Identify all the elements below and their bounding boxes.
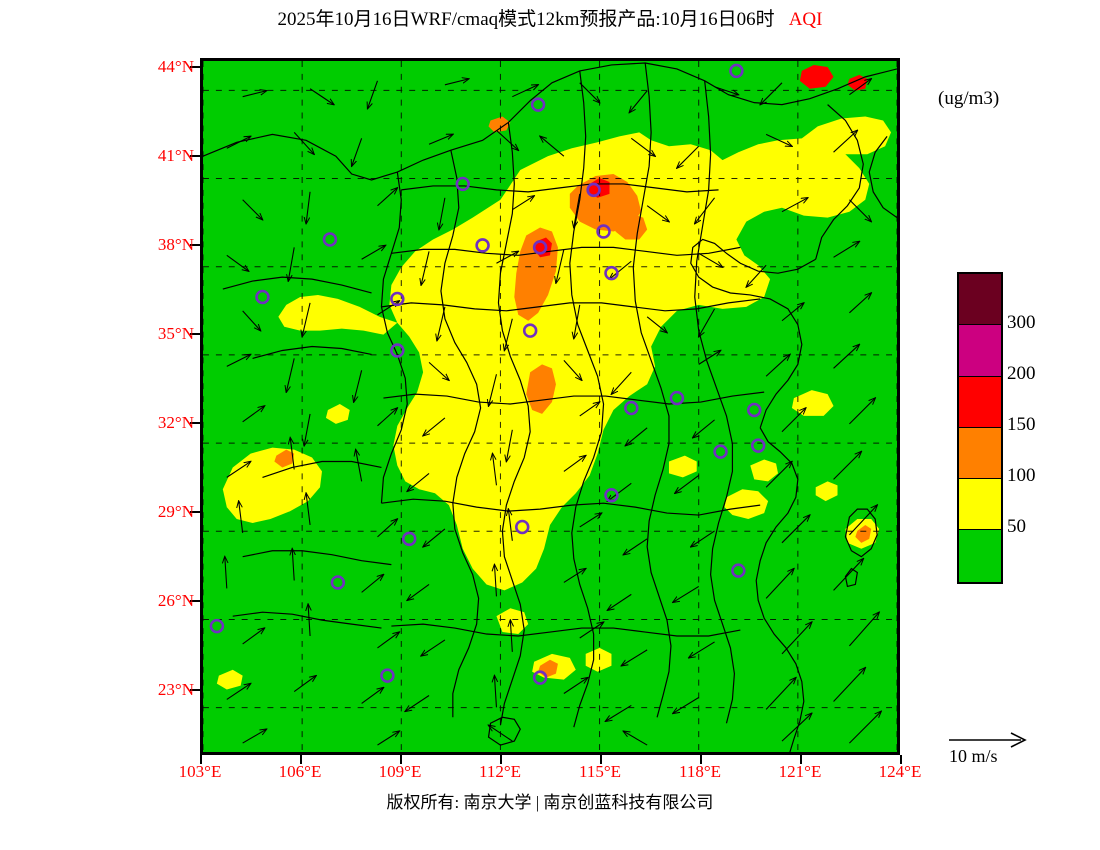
red-region-northeast-2: [847, 74, 868, 91]
city-marker: [515, 519, 530, 535]
yellow-region-liaoning: [801, 116, 892, 155]
y-tick: [190, 511, 200, 513]
city-marker: [401, 531, 417, 547]
x-axis-label-103e: 103°E: [178, 762, 222, 781]
colorbar-band-hazardous: [959, 274, 1001, 326]
colorbar-tick-300: 300: [1007, 312, 1036, 333]
city-marker: [604, 265, 619, 281]
copyright-footer: 版权所有: 南京大学 | 南京创蓝科技有限公司: [386, 793, 714, 812]
x-tick: [800, 755, 802, 764]
x-tick: [900, 755, 902, 764]
city-marker: [596, 224, 611, 239]
y-tick: [190, 155, 200, 157]
x-tick: [600, 755, 602, 764]
y-axis-label-38n: 38°N: [157, 235, 194, 254]
y-tick: [190, 333, 200, 335]
y-axis-label-32n: 32°N: [157, 413, 194, 432]
yellow-region-hubei: [668, 455, 697, 478]
city-marker: [530, 97, 546, 112]
x-tick: [500, 755, 502, 764]
city-marker: [390, 291, 405, 307]
map-plot-area: [200, 58, 900, 755]
city-marker: [624, 400, 639, 416]
y-tick: [190, 689, 200, 691]
city-marker: [604, 487, 619, 503]
orange-region-sichuan: [274, 449, 295, 468]
y-axis-label-29n: 29°N: [157, 502, 194, 521]
city-marker: [746, 402, 762, 418]
colorbar-tick-50: 50: [1007, 516, 1026, 537]
city-marker: [522, 323, 538, 338]
y-axis-label-41n: 41°N: [157, 146, 194, 165]
wind-vector-field: [225, 79, 881, 746]
colorbar-tick-150: 150: [1007, 414, 1036, 435]
city-marker: [586, 182, 601, 198]
x-axis-label-109e: 109°E: [378, 762, 422, 781]
chart-title: 2025年10月16日WRF/cmaq模式12km预报产品:10月16日06时 A…: [0, 4, 1100, 31]
colorbar-band-unhealthy-sensitive: [959, 427, 1001, 480]
yellow-region-anhui: [750, 459, 779, 482]
city-marker: [390, 343, 405, 358]
colorbar-tick-100: 100: [1007, 465, 1036, 486]
y-axis-label-35n: 35°N: [157, 324, 194, 343]
x-axis-label-124e: 124°E: [878, 762, 922, 781]
yellow-region-north-china: [389, 132, 870, 591]
colorbar-band-good: [959, 530, 1001, 582]
city-marker: [713, 444, 728, 459]
y-tick: [190, 600, 200, 602]
y-axis-label-23n: 23°N: [157, 680, 194, 699]
y-axis-label-26n: 26°N: [157, 591, 194, 610]
city-marker: [380, 668, 395, 683]
city-marker: [455, 176, 470, 192]
orange-region-shanxi-north: [488, 116, 511, 133]
x-axis-label-121e: 121°E: [778, 762, 822, 781]
city-marker: [750, 438, 766, 453]
x-tick: [700, 755, 702, 764]
colorbar-band-very-unhealthy: [959, 325, 1001, 377]
city-marker: [532, 670, 548, 685]
yellow-region-shaanxi: [278, 294, 398, 335]
city-marker-group: [209, 63, 766, 685]
wind-scale-legend: 10 m/s: [947, 726, 1097, 767]
city-marker: [532, 240, 548, 255]
colorbar-tick-200: 200: [1007, 363, 1036, 384]
aqi-colorbar: [957, 272, 1003, 584]
colorbar-band-unhealthy: [959, 376, 1001, 428]
city-marker: [731, 563, 746, 578]
x-axis-label-106e: 106°E: [278, 762, 322, 781]
map-canvas: [203, 61, 897, 752]
y-axis-label-44n: 44°N: [157, 57, 194, 76]
y-tick: [190, 422, 200, 424]
colorbar-units-label: (ug/m3): [938, 88, 1000, 109]
red-region-northeast: [799, 64, 834, 89]
yellow-region-yunnan: [216, 669, 243, 690]
x-axis-label-112e: 112°E: [478, 762, 522, 781]
x-axis-label-115e: 115°E: [578, 762, 622, 781]
title-main-text: 2025年10月16日WRF/cmaq模式12km预报产品:10月16日06时: [277, 9, 775, 30]
city-marker: [729, 63, 744, 79]
x-axis-label-118e: 118°E: [678, 762, 722, 781]
x-tick: [200, 755, 202, 764]
wind-scale-label: 10 m/s: [949, 746, 998, 766]
x-tick: [400, 755, 402, 764]
province-boundaries: [203, 62, 897, 752]
city-marker: [322, 232, 338, 247]
y-tick: [190, 66, 200, 68]
colorbar-band-moderate: [959, 479, 1001, 531]
x-tick: [300, 755, 302, 764]
yellow-region-gansu: [325, 404, 350, 424]
city-marker: [475, 238, 490, 253]
wind-scale-arrow-icon: [949, 732, 1027, 748]
title-variable-text: AQI: [788, 9, 823, 30]
city-marker: [255, 289, 270, 305]
city-marker: [209, 618, 225, 634]
y-tick: [190, 244, 200, 246]
yellow-region-fujian: [815, 481, 838, 502]
city-marker: [330, 575, 346, 590]
city-marker: [669, 390, 685, 406]
yellow-region-jiangsu: [724, 489, 769, 520]
